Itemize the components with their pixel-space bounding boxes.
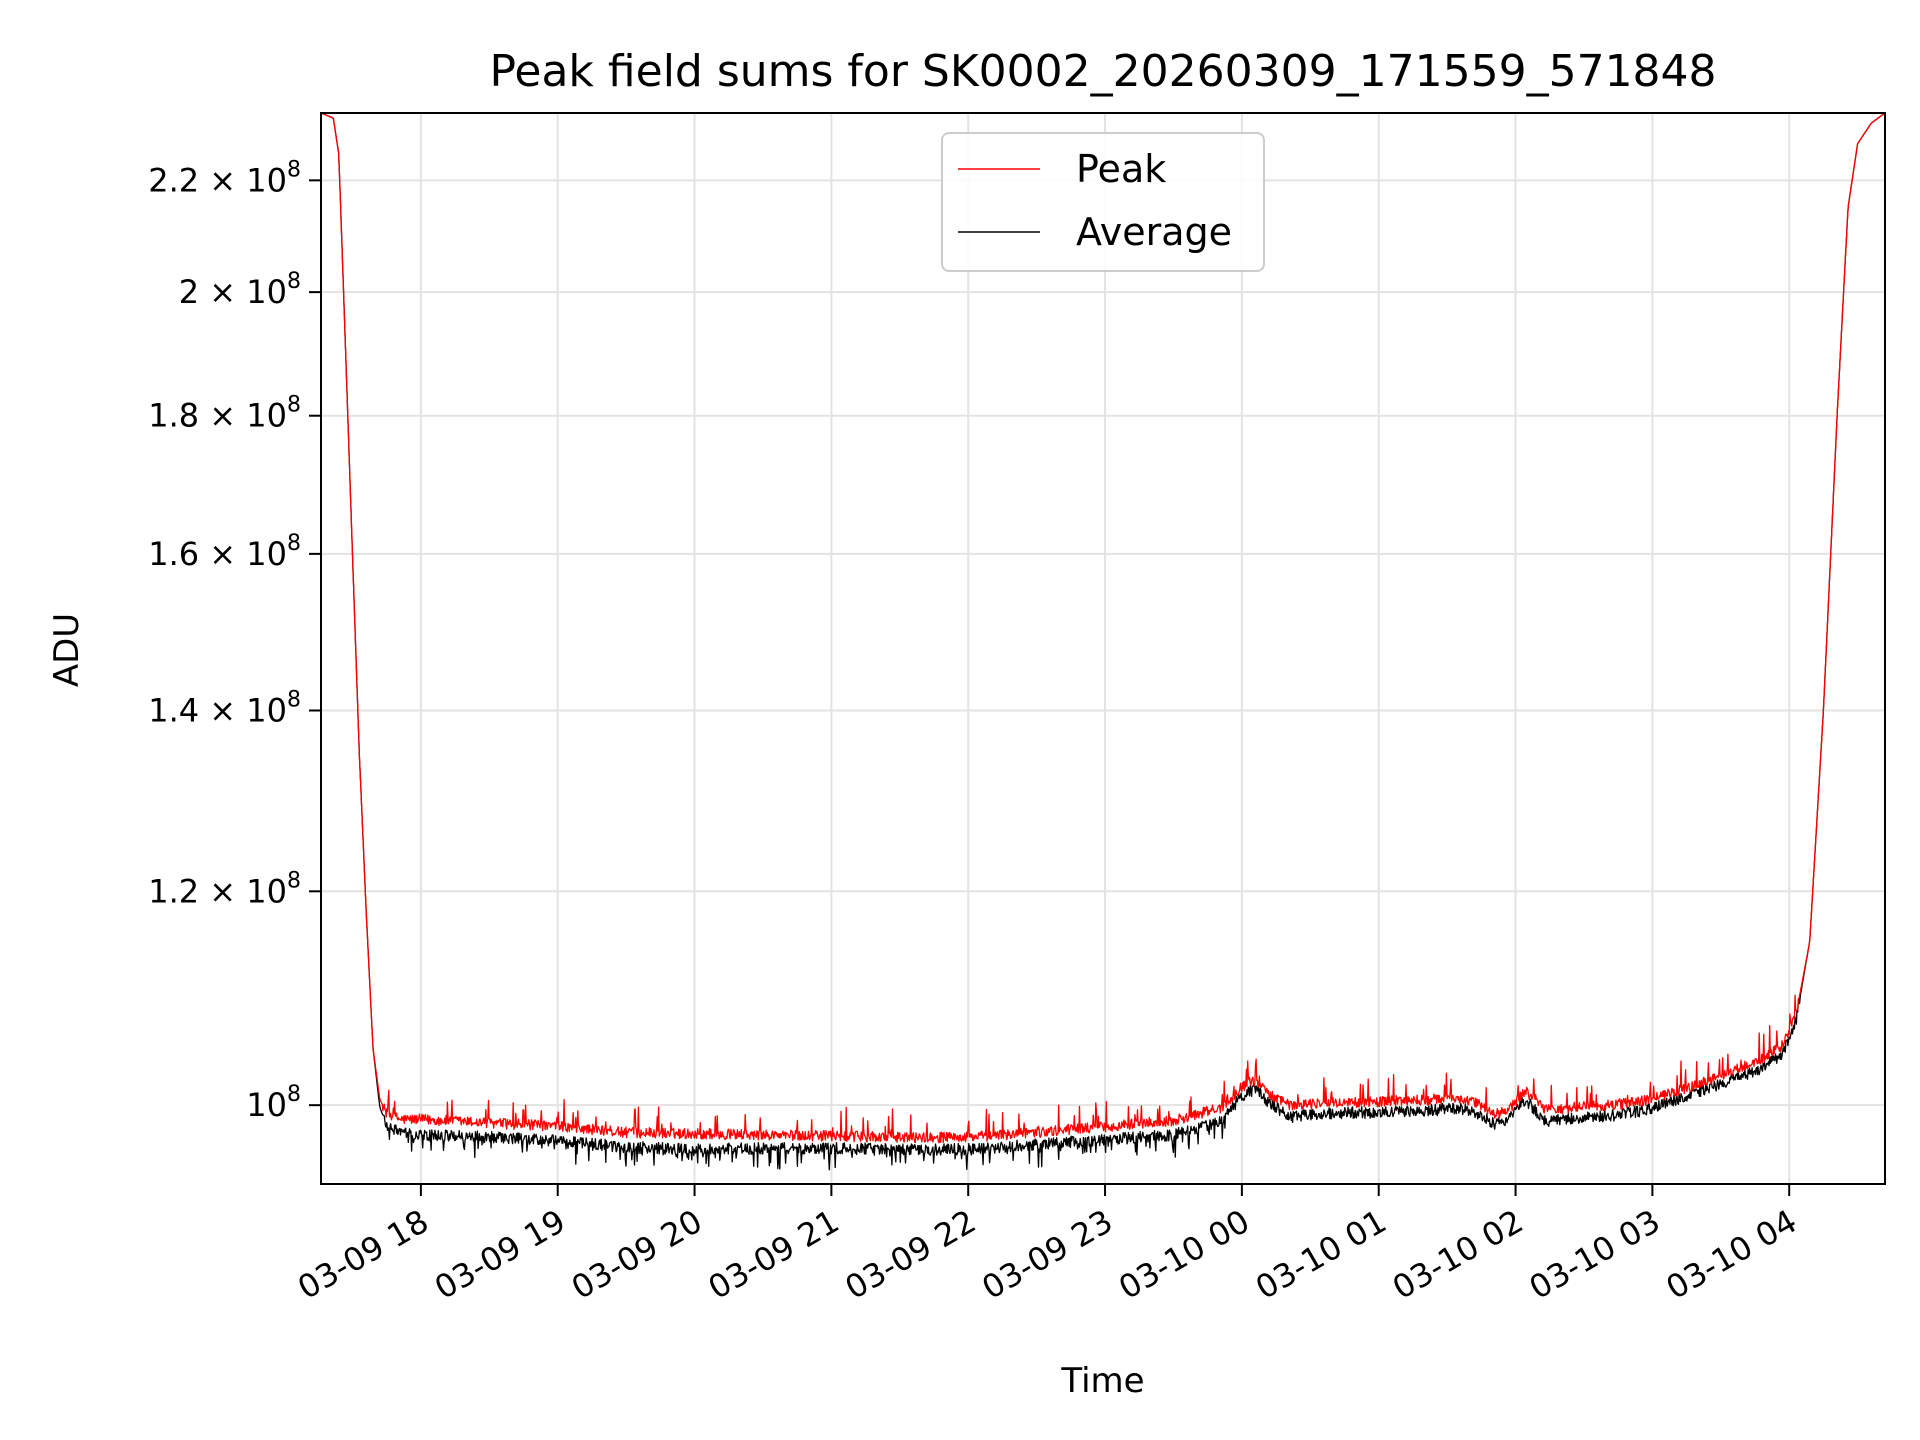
series-layer: [321, 113, 1885, 1171]
y-tick-mantissa: 1.8 × 10: [148, 397, 287, 435]
y-tick-mantissa: 10: [246, 1086, 287, 1124]
y-tick-mantissa: 2 × 10: [179, 273, 287, 311]
x-axis-title: Time: [1060, 1361, 1144, 1401]
y-tick-mantissa: 2.2 × 10: [148, 161, 287, 199]
legend-box: [941, 132, 1265, 272]
y-tick-label: 1.4 × 108: [148, 687, 301, 729]
series-line-average: [321, 113, 1885, 1171]
plot-frame: [320, 112, 1886, 1185]
y-tick-exponent: 8: [287, 531, 301, 556]
y-axis-title: ADU: [47, 613, 87, 687]
series-line-peak: [321, 113, 1885, 1144]
legend-label-peak: Peak: [1076, 147, 1166, 191]
legend: Peak Average: [941, 132, 1265, 272]
y-tick-exponent: 8: [287, 687, 301, 712]
y-tick-exponent: 8: [287, 1082, 301, 1107]
y-tick-exponent: 8: [287, 393, 301, 418]
y-tick-label: 108: [246, 1082, 301, 1124]
y-tick-mantissa: 1.4 × 10: [148, 691, 287, 729]
grid: [321, 113, 1885, 1184]
y-tick-exponent: 8: [287, 157, 301, 182]
chart-title: Peak field sums for SK0002_20260309_1715…: [489, 46, 1716, 97]
y-tick-exponent: 8: [287, 269, 301, 294]
y-tick-mantissa: 1.6 × 10: [148, 535, 287, 573]
legend-label-average: Average: [1076, 210, 1232, 254]
y-tick-label: 1.8 × 108: [148, 393, 301, 435]
y-tick-mantissa: 1.2 × 10: [148, 872, 287, 910]
y-tick-label: 1.2 × 108: [148, 868, 301, 910]
y-tick-label: 1.6 × 108: [148, 531, 301, 573]
y-tick-exponent: 8: [287, 868, 301, 893]
y-tick-label: 2.2 × 108: [148, 157, 301, 199]
y-tick-label: 2 × 108: [179, 269, 301, 311]
